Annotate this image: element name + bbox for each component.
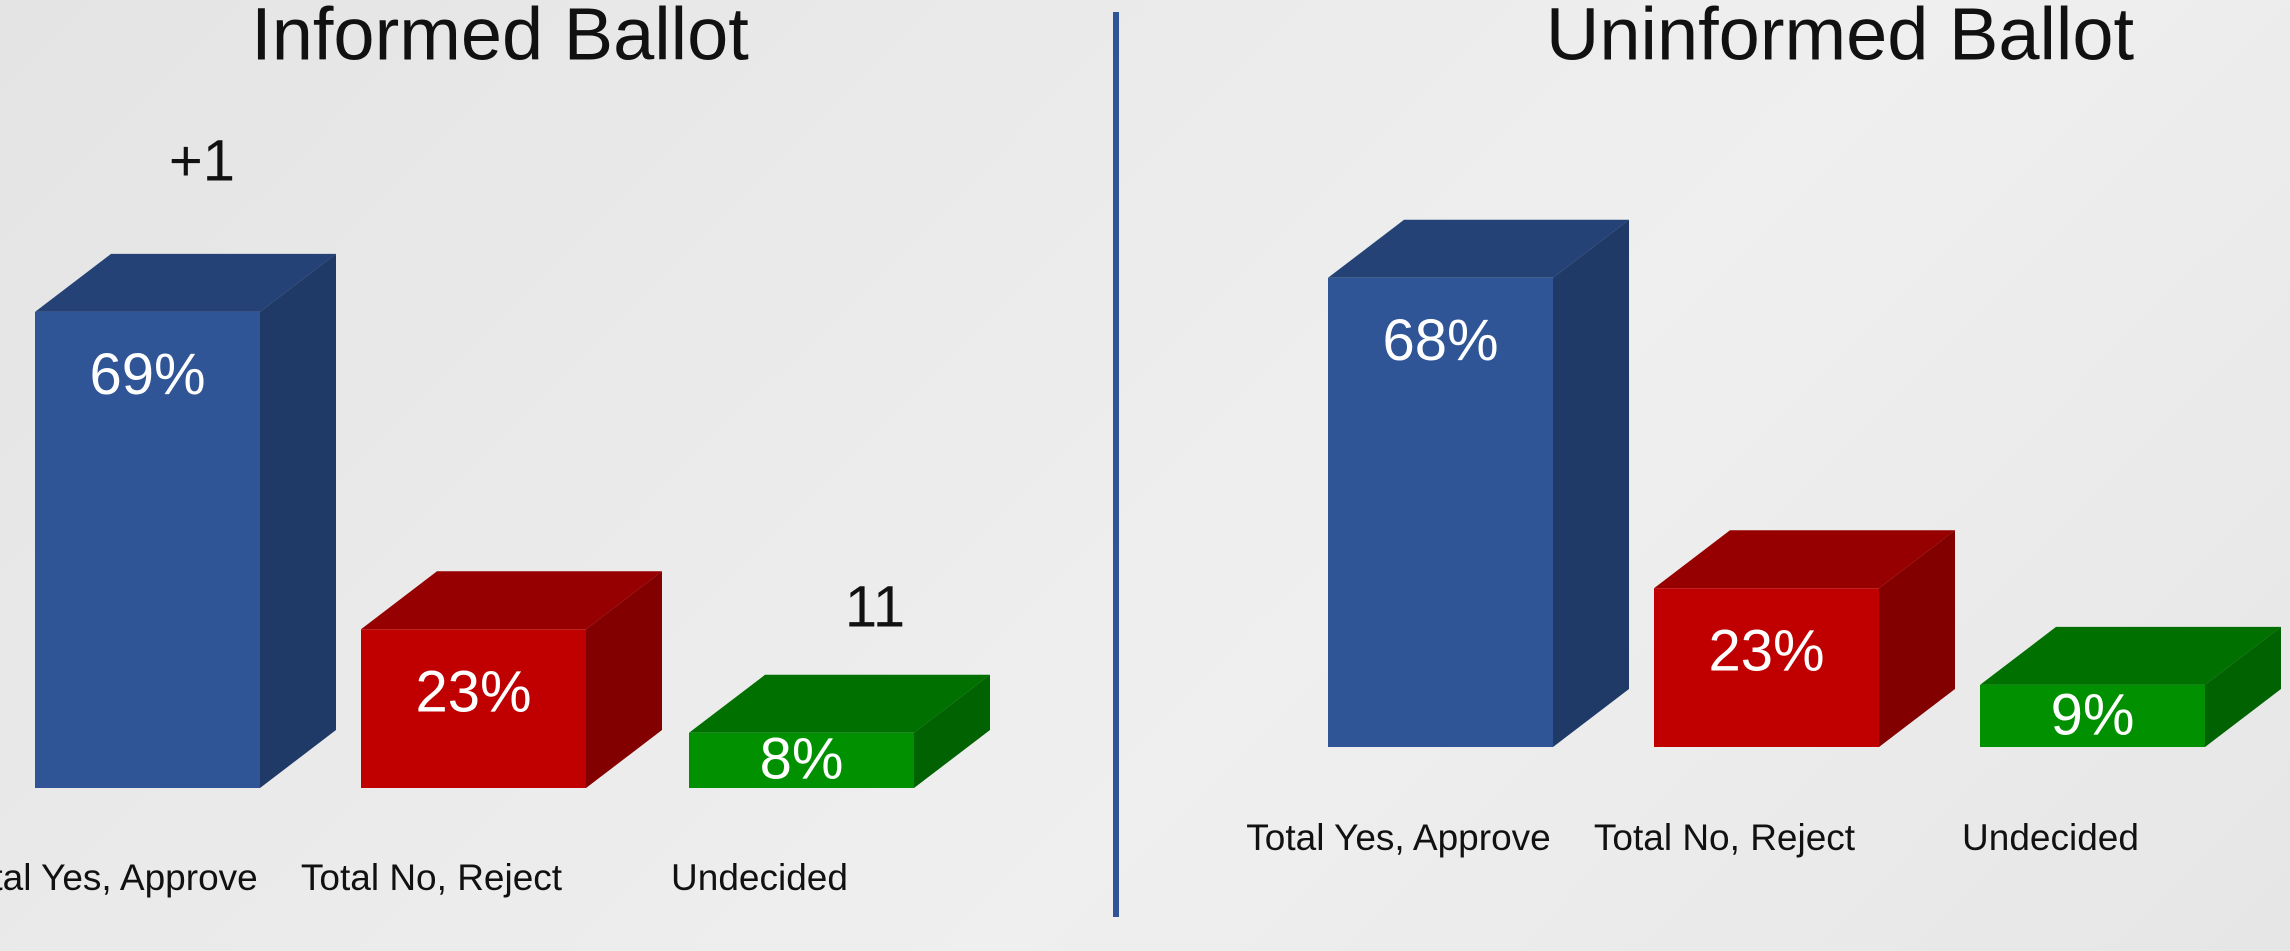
bar-top xyxy=(689,674,990,733)
bar-top xyxy=(35,253,336,312)
value-label: 9% xyxy=(2051,682,2135,747)
value-label: 8% xyxy=(760,726,844,791)
bar xyxy=(361,629,586,788)
annotation: +1 xyxy=(169,128,235,193)
value-label: 23% xyxy=(415,660,531,725)
bar xyxy=(1980,684,2205,747)
x-tick-label: Total Yes, Approve xyxy=(1246,817,1551,858)
x-tick-label: Total No, Reject xyxy=(300,857,563,898)
x-tick-label: Total Yes, Approve xyxy=(0,857,258,898)
value-label: 23% xyxy=(1708,619,1824,684)
bar-side xyxy=(2205,626,2281,747)
bar-side xyxy=(914,674,990,788)
bar-side xyxy=(260,253,336,788)
chart-title: Uninformed Ballot xyxy=(1546,0,2135,76)
value-label: 69% xyxy=(89,342,205,407)
chart-title: Informed Ballot xyxy=(251,0,749,76)
x-tick-label: Undecided xyxy=(1962,817,2139,858)
bar-side xyxy=(1553,219,1629,748)
bar xyxy=(35,311,260,788)
bar xyxy=(689,732,914,788)
value-label: 68% xyxy=(1382,308,1498,373)
bar xyxy=(1328,277,1553,747)
bar-top xyxy=(361,571,662,630)
x-tick-label: Undecided xyxy=(671,857,848,898)
bar-top xyxy=(1980,626,2281,685)
x-tick-label: Total No, Reject xyxy=(1593,817,1856,858)
bar xyxy=(1654,588,1879,747)
bar-side xyxy=(586,571,662,788)
bar-top xyxy=(1328,219,1629,278)
bar-side xyxy=(1879,530,1955,747)
bar-top xyxy=(1654,530,1955,589)
annotation: 11 xyxy=(845,574,905,639)
